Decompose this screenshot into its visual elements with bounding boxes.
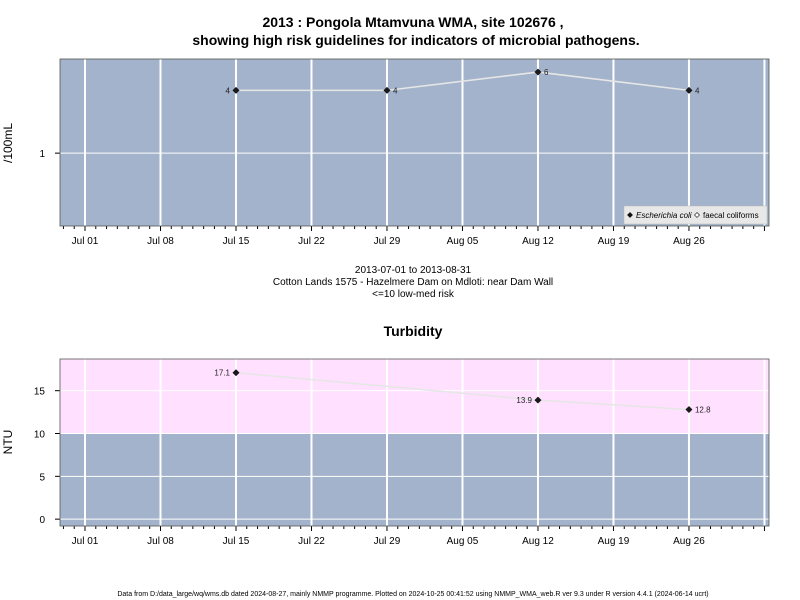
legend-label: Escherichia coli — [636, 211, 692, 220]
data-label: 4 — [226, 86, 231, 95]
data-point — [383, 86, 391, 94]
data-point — [232, 86, 240, 94]
turbidity-panel: 0 5 10 15 Jul 01 Jul 08 Jul 15 Jul 22 Jul 29 Aug … — [1, 323, 770, 547]
y-tick-label: 0 — [39, 515, 45, 526]
high-risk-band — [60, 359, 769, 434]
x-tick-label: Aug 12 — [522, 536, 554, 547]
x-tick-label: Aug 26 — [673, 236, 705, 247]
series-line — [235, 71, 690, 92]
data-label: 6 — [544, 68, 549, 77]
x-tick-label: Jul 08 — [147, 536, 174, 547]
date-range-text: 2013-07-01 to 2013-08-31 — [355, 265, 472, 276]
x-tick-label: Aug 05 — [447, 236, 479, 247]
chart-title-line1: 2013 : Pongola Mtamvuna WMA, site 102676… — [262, 14, 563, 30]
data-label: 4 — [393, 86, 398, 95]
plot-border — [59, 358, 770, 527]
x-tick-label: Jul 22 — [298, 236, 325, 247]
x-tick-label: Aug 19 — [598, 236, 630, 247]
data-point — [534, 396, 542, 404]
x-tick-label: Jul 01 — [72, 536, 99, 547]
y-axis-label: NTU — [1, 430, 15, 455]
x-tick-label: Aug 12 — [522, 236, 554, 247]
x-tick-label: Aug 05 — [447, 536, 479, 547]
x-tick-label: Jul 29 — [374, 236, 401, 247]
x-tick-label: Jul 08 — [147, 236, 174, 247]
legend-marker — [627, 212, 633, 218]
data-point — [685, 405, 693, 414]
data-point — [685, 86, 693, 94]
data-point — [534, 68, 542, 76]
x-tick-label: Jul 15 — [223, 236, 250, 247]
risk-note-text: <=10 low-med risk — [372, 289, 455, 300]
x-tick-label: Jul 15 — [223, 536, 250, 547]
data-point — [232, 369, 240, 377]
y-tick-label: 5 — [39, 472, 45, 483]
x-tick-label: Jul 22 — [298, 536, 325, 547]
footer-text: Data from D:/data_large/wq/wms.db dated … — [117, 591, 708, 598]
data-label: 13.9 — [516, 396, 532, 405]
plot-background — [60, 59, 769, 226]
y-tick-label: 10 — [34, 430, 46, 441]
y-axis-label: /100mL — [1, 123, 15, 163]
data-label: 12.8 — [695, 406, 711, 415]
chart-title-line2: showing high risk guidelines for indicat… — [192, 32, 639, 48]
ecoli-panel: 1 Jul 01 Jul 08 Jul 15 Jul 22 Jul 29 Aug 05 Aug… — [1, 58, 770, 247]
y-tick-label: 1 — [39, 149, 45, 160]
data-label: 4 — [695, 86, 700, 95]
data-label: 17.1 — [214, 369, 230, 378]
y-tick-label: 15 — [34, 387, 46, 398]
legend-marker — [694, 212, 700, 218]
legend-label: faecal coliforms — [703, 211, 759, 220]
site-name-text: Cotton Lands 1575 - Hazelmere Dam on Mdl… — [273, 277, 553, 288]
x-tick-label: Aug 26 — [673, 536, 705, 547]
x-tick-label: Aug 19 — [598, 536, 630, 547]
panel-title: Turbidity — [384, 323, 443, 339]
x-tick-label: Jul 01 — [72, 236, 99, 247]
x-tick-label: Jul 29 — [374, 536, 401, 547]
plot-border — [59, 58, 770, 227]
